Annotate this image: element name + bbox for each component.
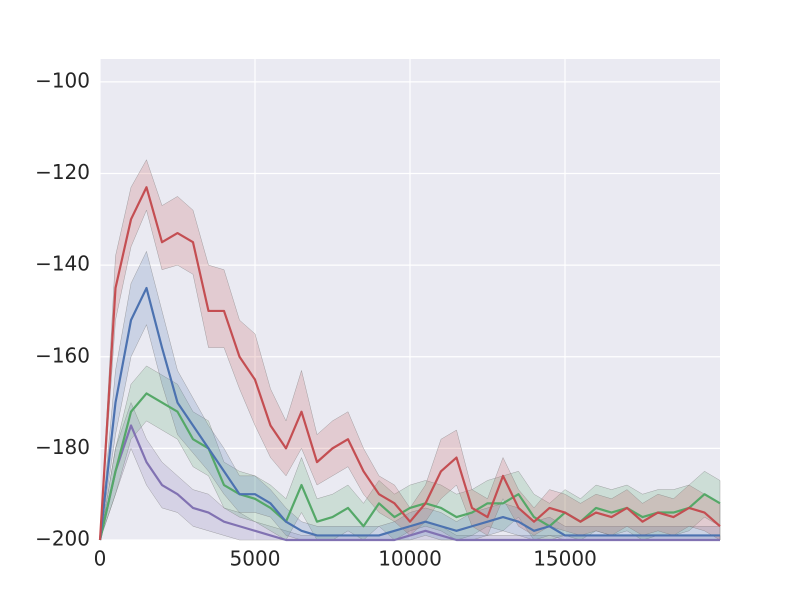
- x-tick-label: 0: [94, 547, 107, 571]
- line: [98, 186, 721, 541]
- y-tick-label: −200: [35, 527, 90, 551]
- y-tick-label: −100: [35, 68, 90, 92]
- x-tick-label: 5000: [230, 547, 281, 571]
- y-tick-label: −160: [35, 343, 90, 367]
- y-tick-label: −120: [35, 160, 90, 184]
- line: [98, 286, 720, 541]
- line: [98, 424, 720, 542]
- x-tick-label: 15000: [533, 547, 597, 571]
- y-tick-label: −180: [35, 435, 90, 459]
- band: [99, 159, 721, 541]
- y-tick-label: −140: [35, 252, 90, 276]
- line: [98, 392, 721, 541]
- x-tick-label: 10000: [378, 547, 442, 571]
